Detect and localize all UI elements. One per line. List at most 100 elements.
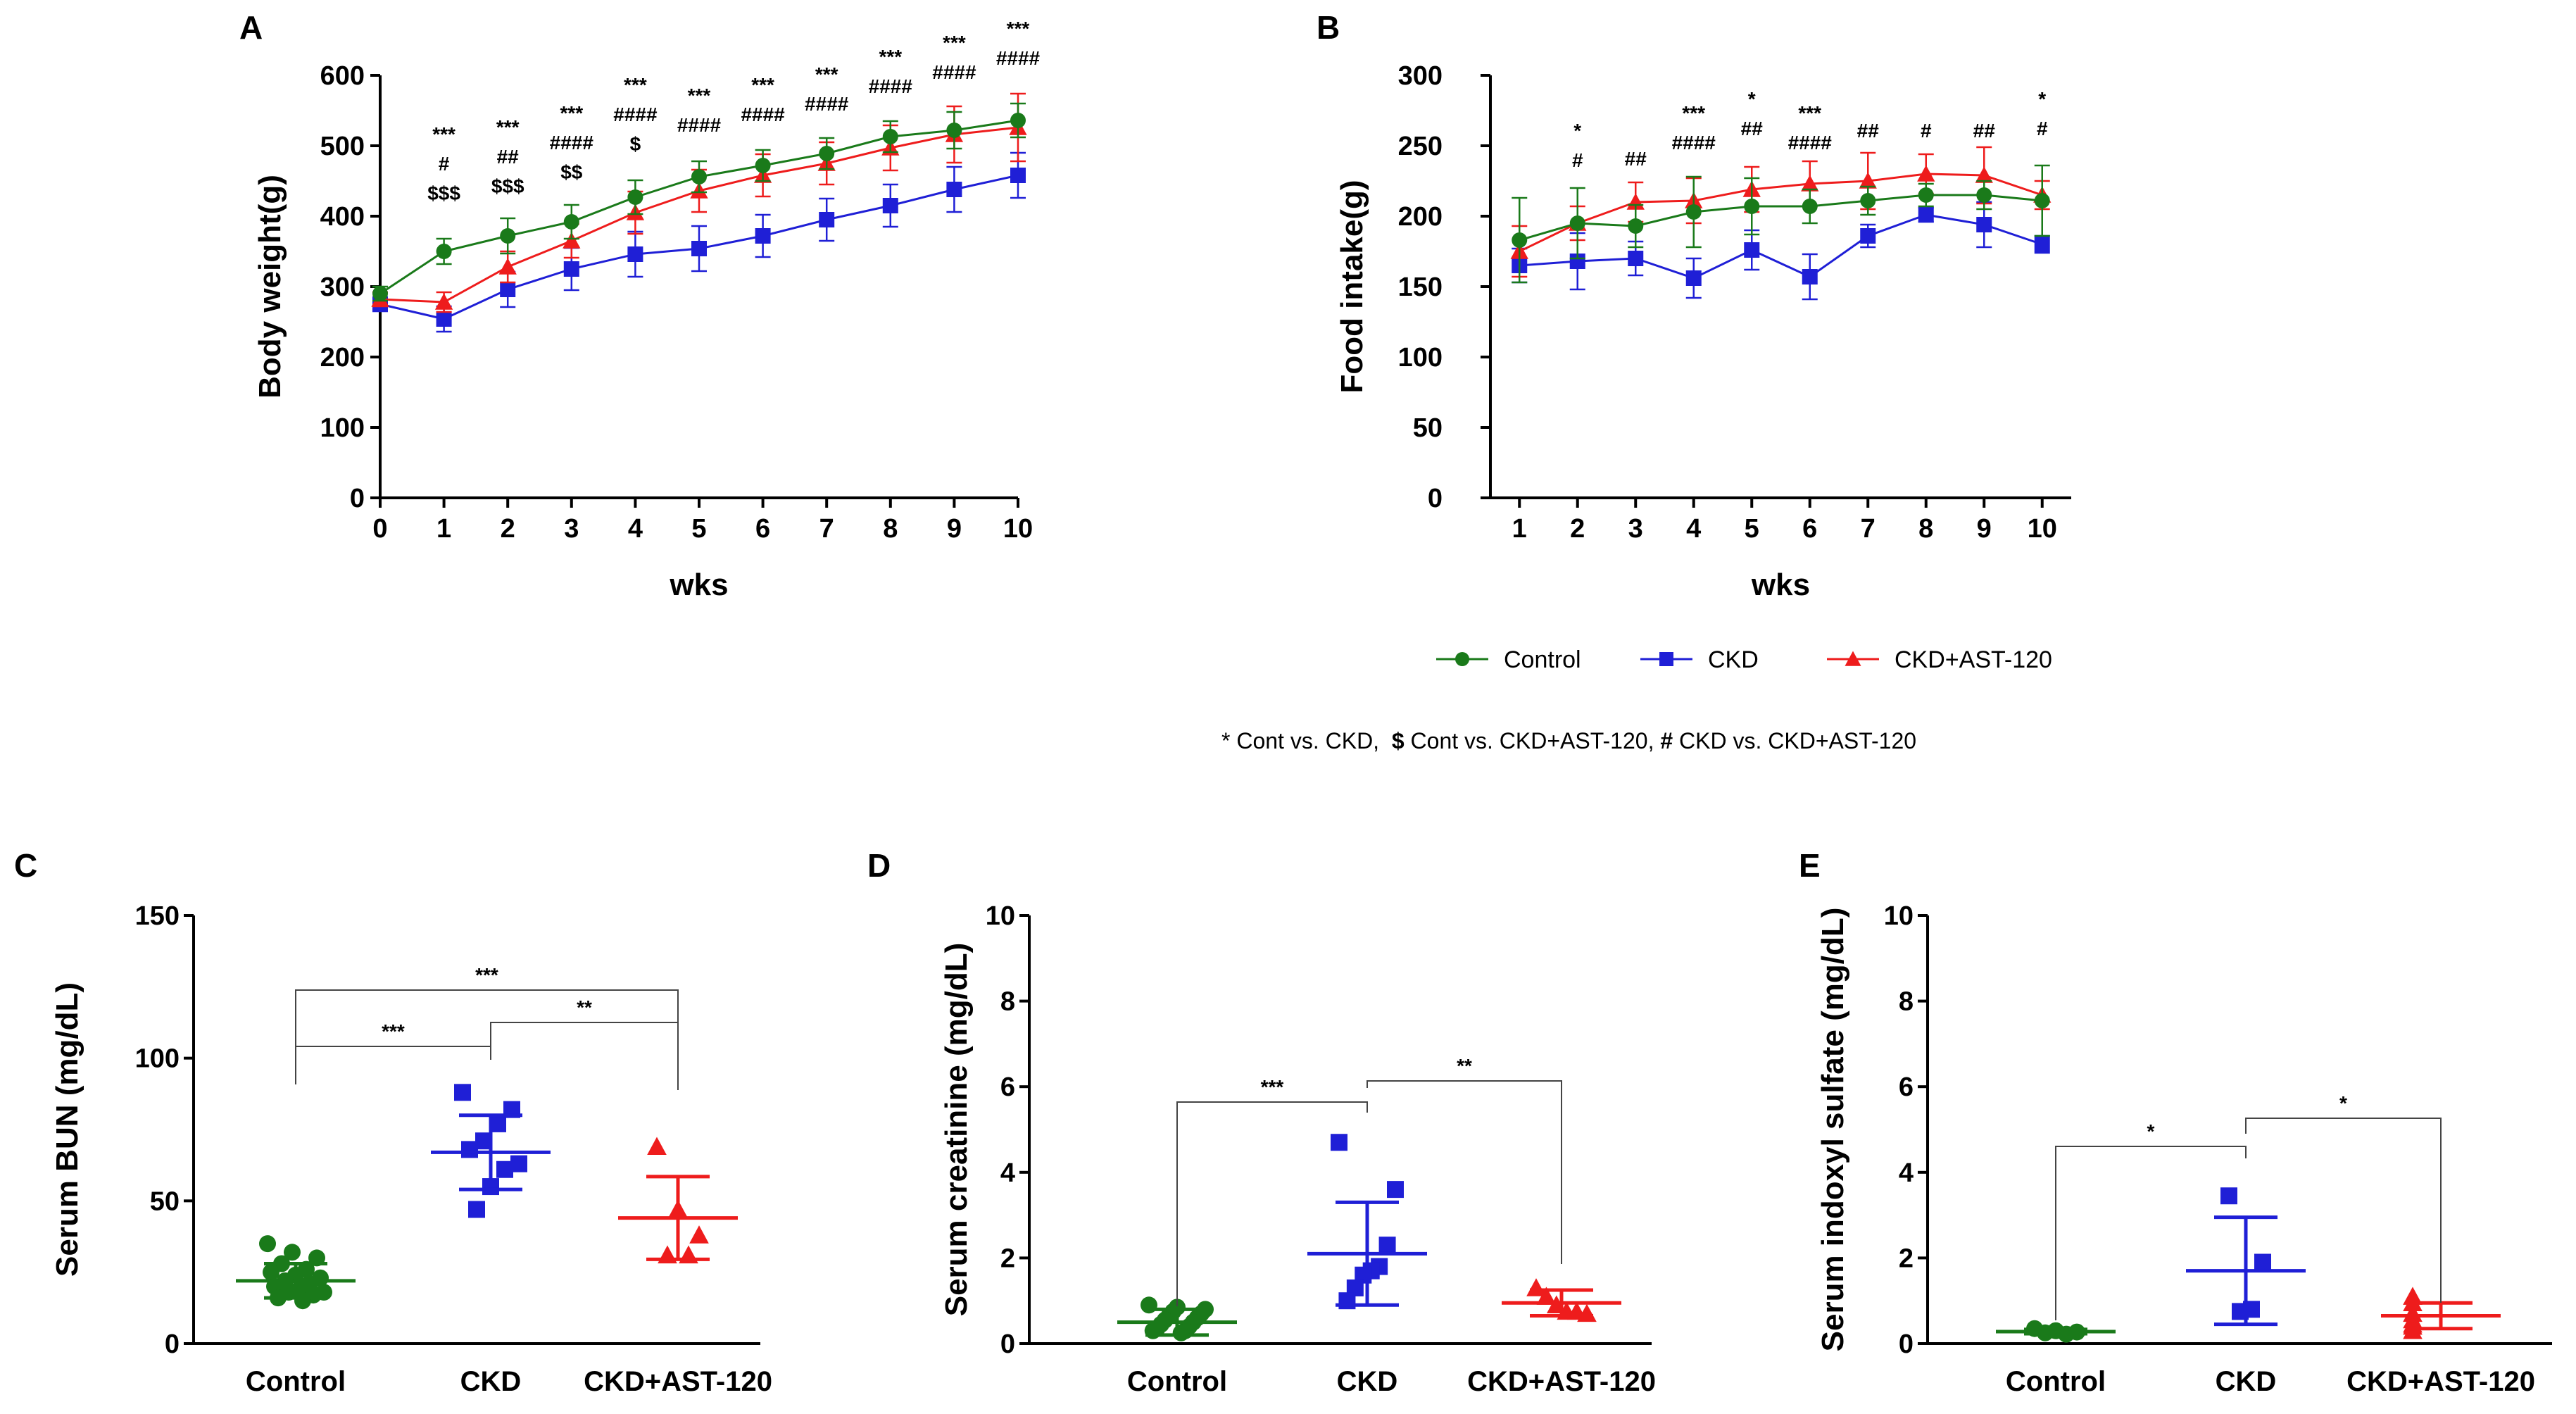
y-tick-label: 0 — [1428, 484, 1443, 513]
data-point-control — [1802, 199, 1818, 214]
series-ast — [1510, 146, 2052, 278]
bracket-line — [1366, 1080, 1562, 1264]
y-tick-label: 600 — [320, 61, 365, 91]
bracket-label: ** — [577, 996, 592, 1018]
data-point-ast — [498, 258, 517, 275]
data-point-control — [1976, 187, 1992, 203]
x-tick-label: 7 — [1861, 514, 1876, 544]
legend-label: CKD+AST-120 — [1895, 646, 2052, 673]
significance-bracket: * — [2055, 1120, 2247, 1320]
data-point-control — [372, 286, 388, 301]
series-ckd — [372, 151, 1026, 333]
x-axis-title: wks — [1751, 568, 1810, 602]
significance-bracket: ** — [490, 996, 679, 1090]
panel-letter: C — [14, 847, 37, 884]
note-part: * — [1221, 728, 1236, 753]
y-axis-title: Body weight(g) — [253, 175, 287, 399]
x-tick-label: 2 — [501, 514, 515, 544]
y-tick-label: 10 — [1884, 901, 1914, 931]
significance-label: *** — [496, 116, 520, 138]
data-point-control — [436, 244, 452, 259]
data-point-ckd — [882, 198, 898, 213]
group-control — [1117, 1296, 1237, 1341]
data-point-control — [1685, 204, 1702, 220]
significance-label: $$$ — [427, 182, 460, 204]
x-tick-label: 9 — [947, 514, 962, 544]
data-point-control — [755, 158, 771, 173]
data-point-control — [259, 1235, 276, 1253]
x-tick-label: 10 — [1003, 514, 1033, 544]
significance-label: *** — [688, 85, 711, 106]
significance-label: *** — [1682, 102, 1705, 124]
data-point-ckd — [1976, 217, 1992, 232]
group-ast — [618, 1137, 738, 1264]
data-point-control — [1628, 218, 1644, 234]
data-point-ckd — [1331, 1134, 1347, 1151]
group-ckd — [431, 1084, 551, 1218]
y-tick-label: 2 — [1899, 1244, 1914, 1273]
significance-label: $ — [630, 133, 641, 155]
bracket-line — [1176, 1101, 1368, 1306]
significance-bracket: *** — [295, 1020, 491, 1084]
y-tick-label: 0 — [1899, 1329, 1914, 1359]
series-control — [372, 102, 1026, 302]
x-tick-label: 3 — [564, 514, 579, 544]
data-point-ckd — [755, 228, 771, 244]
data-point-ckd — [1802, 269, 1818, 284]
y-tick-label: 500 — [320, 132, 365, 161]
significance-label: #### — [869, 75, 913, 97]
data-point-ckd — [1628, 251, 1644, 266]
significance-label: #### — [932, 61, 976, 83]
category-label: Control — [1127, 1366, 1227, 1397]
data-point-ast — [1859, 172, 1877, 189]
x-tick-label: 6 — [1802, 514, 1817, 544]
data-point-control — [1010, 113, 1026, 128]
data-point-control — [1512, 232, 1528, 248]
y-tick-label: 400 — [320, 202, 365, 232]
significance-label: *** — [560, 102, 583, 124]
y-tick-label: 6 — [1899, 1072, 1914, 1102]
x-tick-label: 1 — [436, 514, 451, 544]
y-axis-title: Serum creatinine (mg/dL) — [939, 943, 974, 1317]
significance-label: *** — [879, 46, 902, 68]
data-point-ckd — [691, 241, 707, 256]
group-ast — [1502, 1278, 1621, 1322]
data-point-ckd — [1378, 1237, 1396, 1254]
bracket-label: ** — [1457, 1055, 1472, 1077]
group-ast — [2381, 1287, 2501, 1339]
significance-label: #### — [677, 114, 722, 136]
x-tick-label: 1 — [1512, 514, 1527, 544]
data-point-control — [2034, 193, 2050, 208]
x-tick-label: 4 — [628, 514, 643, 544]
data-point-control — [882, 129, 898, 144]
data-point-control — [1860, 193, 1876, 208]
data-point-ckd — [496, 1160, 513, 1178]
significance-label: $$ — [560, 161, 583, 183]
data-point-ast — [434, 293, 453, 310]
bracket-line — [2245, 1118, 2442, 1303]
data-point-control — [946, 123, 962, 138]
category-label: CKD+AST-120 — [2346, 1366, 2535, 1397]
data-point-control — [1569, 215, 1585, 231]
series-line-ckd — [1519, 213, 2043, 280]
data-point-control — [1744, 199, 1760, 214]
panel-c: C 0 50 100 150 Serum BUN (mg/dL) Control CKD CKD… — [14, 847, 772, 1397]
bracket-label: * — [2339, 1092, 2347, 1114]
category-label: Control — [246, 1366, 346, 1397]
significance-label: * — [2038, 88, 2046, 110]
x-tick-label: 9 — [1977, 514, 1992, 544]
bracket-label: *** — [1261, 1076, 1284, 1098]
data-point-ckd — [436, 311, 452, 327]
data-point-ckd — [500, 282, 516, 297]
data-point-control — [1918, 187, 1934, 203]
significance-label: #### — [996, 47, 1041, 69]
significance-label: # — [2037, 118, 2048, 139]
note-part: # — [1660, 728, 1673, 753]
significance-bracket: *** — [295, 964, 679, 1088]
y-tick-label: 150 — [135, 901, 180, 931]
data-point-ast — [1801, 175, 1819, 192]
significance-label: *** — [1798, 102, 1821, 124]
group-control — [236, 1235, 356, 1310]
panel-b: B 0 50 100 150 200 250 300 Food intake(g) 1 2 3 4 5 6 7… — [1317, 9, 2071, 602]
data-point-ckd — [627, 246, 643, 262]
